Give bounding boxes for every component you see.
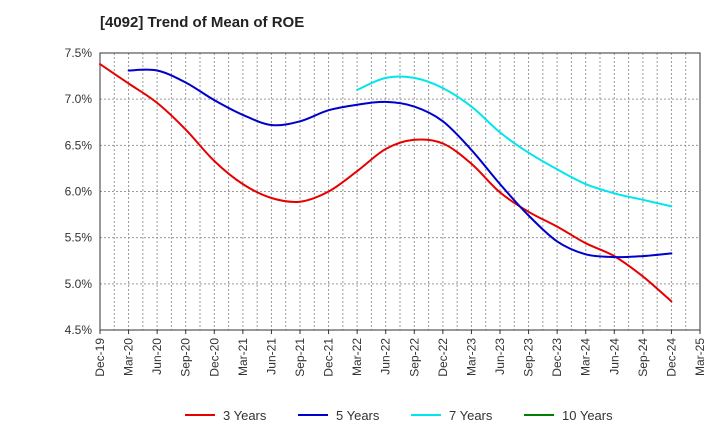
x-tick-label: Jun-20 (150, 338, 164, 375)
x-tick-label: Mar-23 (464, 338, 478, 376)
x-tick-label: Mar-24 (579, 338, 593, 376)
y-tick-label: 6.5% (65, 138, 93, 152)
y-tick-label: 7.5% (65, 46, 93, 60)
x-tick-label: Dec-24 (664, 338, 678, 377)
x-tick-label: Mar-21 (236, 338, 250, 376)
x-tick-label: Dec-19 (93, 338, 107, 377)
series-line-3-years (99, 63, 673, 303)
x-tick-label: Sep-21 (293, 338, 307, 377)
x-tick-label: Mar-20 (122, 338, 136, 376)
legend: 3 Years 5 Years 7 Years 10 Years (185, 408, 613, 423)
x-tick-label: Dec-23 (550, 338, 564, 377)
x-tick-label: Mar-25 (693, 338, 707, 376)
series-lines (99, 63, 673, 303)
x-tick-label: Dec-20 (207, 338, 221, 377)
y-tick-label: 4.5% (65, 323, 93, 337)
x-tick-label: Dec-22 (436, 338, 450, 377)
chart-title: [4092] Trend of Mean of ROE (100, 14, 305, 31)
x-tick-label: Sep-23 (522, 338, 536, 377)
legend-label-10-years: 10 Years (562, 408, 613, 423)
x-tick-label: Jun-22 (379, 338, 393, 375)
x-tick-label: Jun-21 (264, 338, 278, 375)
legend-label-7-years: 7 Years (449, 408, 493, 423)
series-line-7-years (356, 75, 673, 208)
axes: 7.5% 7.0% 6.5% 6.0% 5.5% 5.0% 4.5%Dec-19 Mar-20… (65, 46, 707, 377)
legend-label-3-years: 3 Years (223, 408, 267, 423)
x-tick-label: Mar-22 (350, 338, 364, 376)
y-tick-label: 5.5% (65, 231, 93, 245)
x-tick-label: Jun-23 (493, 338, 507, 375)
x-tick-label: Jun-24 (607, 338, 621, 375)
x-tick-label: Sep-22 (407, 338, 421, 377)
x-tick-label: Sep-24 (636, 338, 650, 377)
legend-label-5-years: 5 Years (336, 408, 380, 423)
y-tick-label: 6.0% (65, 185, 93, 199)
plot-border (99, 52, 701, 331)
y-tick-label: 5.0% (65, 277, 93, 291)
y-tick-label: 7.0% (65, 92, 93, 106)
x-tick-label: Sep-20 (179, 338, 193, 377)
series-line-5-years (127, 68, 673, 259)
x-tick-label: Dec-21 (322, 338, 336, 377)
